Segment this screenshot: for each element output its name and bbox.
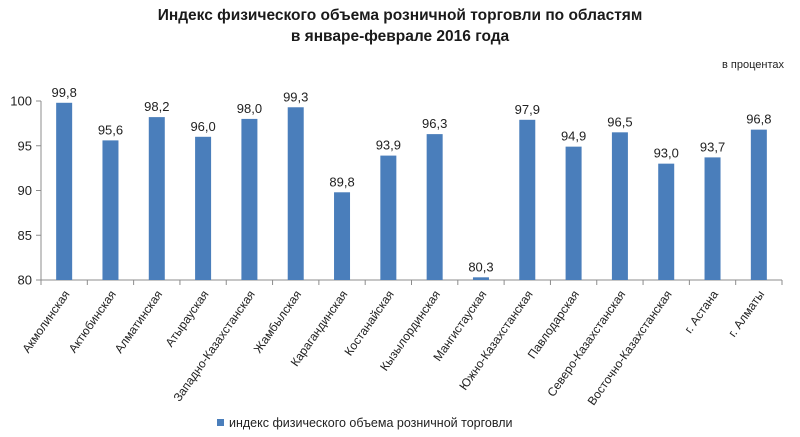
bar (658, 163, 675, 280)
data-label: 96,0 (190, 119, 215, 134)
bar (56, 102, 73, 280)
legend-label: индекс физического объема розничной торг… (229, 416, 512, 430)
bar (241, 118, 258, 281)
bar (472, 277, 489, 280)
data-label: 96,5 (607, 114, 632, 129)
category-label: Восточно-Казахстанская (585, 288, 675, 408)
bar (287, 107, 304, 280)
chart-title: Индекс физического объема розничной торг… (158, 7, 643, 24)
category-label: Актюбинская (66, 288, 119, 356)
category-label: г. Алматы (725, 288, 767, 340)
y-tick-label: 80 (18, 273, 32, 288)
data-label: 80,3 (468, 259, 493, 274)
bar (334, 192, 351, 280)
category-label: Атырауская (162, 288, 211, 350)
data-label: 93,9 (376, 138, 401, 153)
category-label: Северо-Казахстанская (544, 288, 628, 400)
bar (380, 155, 397, 280)
category-label: Жамбылская (251, 288, 304, 356)
y-tick-label: 90 (18, 183, 32, 198)
category-label: Западно-Казахстанская (171, 288, 258, 404)
data-label: 95,6 (98, 122, 123, 137)
bar (426, 134, 443, 280)
data-label: 93,0 (654, 146, 679, 161)
bar (565, 146, 582, 280)
category-label: Акмолинская (19, 288, 72, 356)
bar (102, 140, 119, 280)
data-label: 99,8 (52, 85, 77, 100)
bar (750, 129, 767, 280)
bar (195, 136, 212, 280)
y-tick-label: 85 (18, 228, 32, 243)
data-label: 98,2 (144, 99, 169, 114)
y-tick-label: 95 (18, 138, 32, 153)
chart-subtitle: в январе-феврале 2016 года (291, 28, 510, 45)
data-label: 93,7 (700, 139, 725, 154)
bar (704, 157, 721, 280)
legend-swatch (217, 419, 224, 426)
y-tick-label: 100 (10, 94, 32, 109)
plot-area: 80 85 90 95 100 99,8 Акмолинская 95,6 Актюбинска… (10, 85, 783, 408)
data-label: 89,8 (329, 174, 354, 189)
data-label: 96,3 (422, 116, 447, 131)
legend: индекс физического объема розничной торг… (217, 416, 512, 430)
bar (519, 119, 536, 280)
bar (611, 132, 628, 280)
data-label: 94,9 (561, 129, 586, 144)
data-label: 98,0 (237, 101, 262, 116)
data-label: 96,8 (746, 112, 771, 127)
bar (148, 117, 165, 280)
data-label: 97,9 (515, 102, 540, 117)
unit-label: в процентах (722, 59, 784, 71)
data-label: 99,3 (283, 89, 308, 104)
category-label: Алматинская (112, 288, 165, 356)
category-label: г. Астана (681, 287, 721, 335)
